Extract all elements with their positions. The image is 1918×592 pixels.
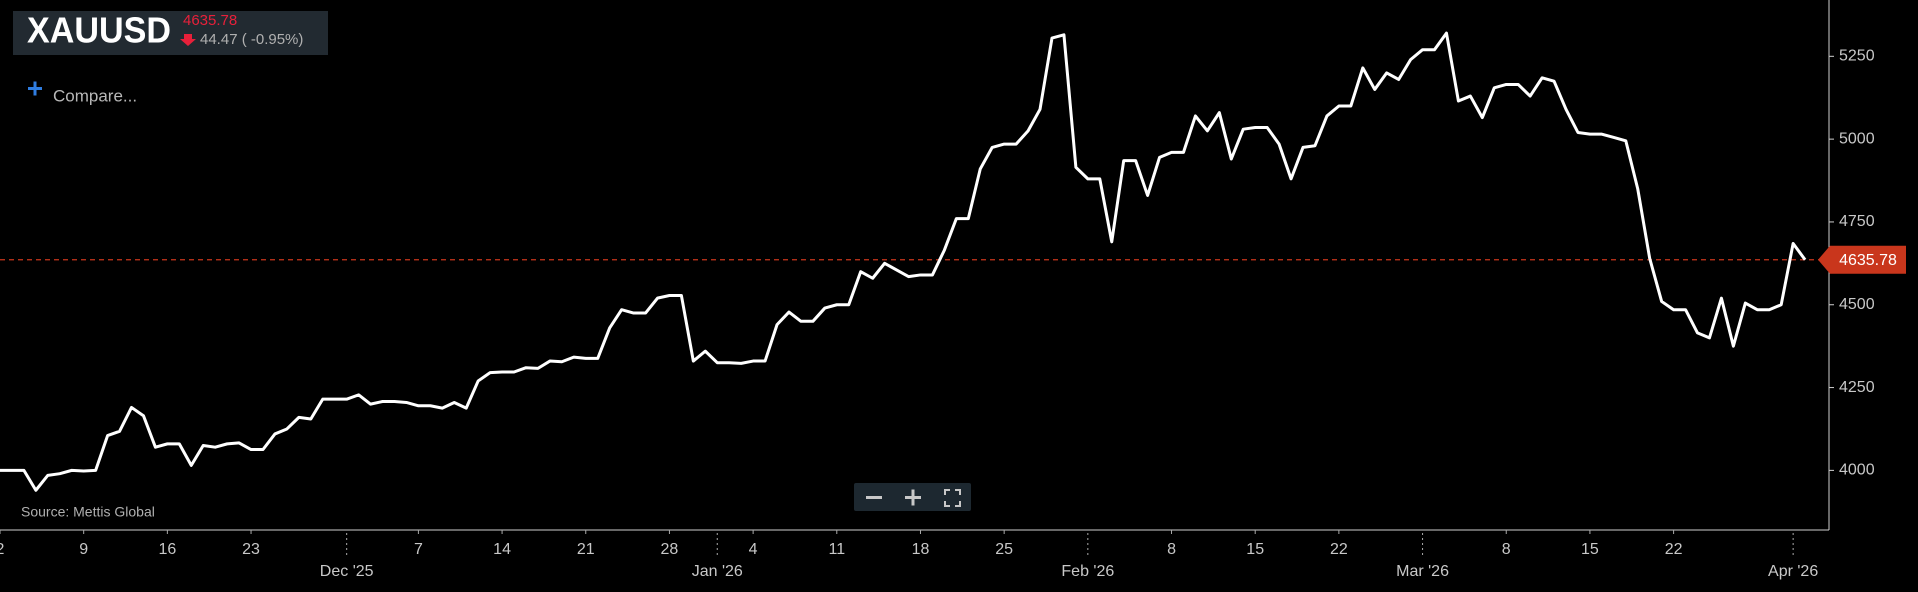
x-tick-label: 4 <box>749 541 758 558</box>
x-tick-label: 11 <box>828 541 845 558</box>
x-tick-label: 7 <box>414 541 423 558</box>
price-change: 44.47 ( -0.95%) <box>200 31 303 48</box>
x-tick-label: 16 <box>158 541 176 558</box>
fullscreen[interactable] <box>944 489 961 507</box>
x-tick-label: 23 <box>242 541 260 558</box>
y-tick-label: 4000 <box>1839 462 1875 479</box>
x-tick-label: Mar '26 <box>1396 563 1449 580</box>
zoom-in[interactable] <box>905 489 921 506</box>
zoom-out[interactable] <box>866 496 882 499</box>
x-tick-label: 9 <box>79 541 88 558</box>
x-tick-label: Feb '26 <box>1061 563 1114 580</box>
last-price-tag <box>1818 245 1906 274</box>
x-tick-label: 18 <box>912 541 930 558</box>
symbol-title: XAUUSD <box>27 10 171 51</box>
y-tick-label: 4500 <box>1839 296 1875 313</box>
last-price: 4635.78 <box>183 12 237 29</box>
zoom-controls <box>854 483 971 511</box>
x-tick-label: 21 <box>577 541 595 558</box>
x-tick-label: 8 <box>1502 541 1511 558</box>
y-tick-label: 5250 <box>1839 48 1875 65</box>
x-tick-label: 22 <box>1330 541 1348 558</box>
y-tick-label: 4250 <box>1839 379 1875 396</box>
x-tick-label: Jan '26 <box>692 563 743 580</box>
x-tick-label: 28 <box>661 541 679 558</box>
x-tick-label: Apr '26 <box>1768 563 1818 580</box>
last-price-label: 4635.78 <box>1839 252 1897 269</box>
x-tick-label: 14 <box>493 541 511 558</box>
x-tick-label: 2 <box>0 541 5 558</box>
price-line <box>0 31 1807 492</box>
y-tick-label: 5000 <box>1839 130 1875 147</box>
compare-button[interactable]: Compare... <box>28 81 137 106</box>
source: Source: Mettis Global <box>21 504 155 520</box>
y-tick-label: 4750 <box>1839 213 1875 230</box>
plus-v <box>33 81 37 96</box>
compare-label[interactable]: Compare... <box>53 86 137 105</box>
x-tick-label: 22 <box>1665 541 1683 558</box>
symbol-box <box>13 11 328 55</box>
x-tick-label: 15 <box>1246 541 1264 558</box>
x-tick-label: 8 <box>1167 541 1176 558</box>
x-tick-label: 25 <box>995 541 1013 558</box>
x-tick-label: 15 <box>1581 541 1599 558</box>
zoom-in-v <box>911 489 915 506</box>
down-arrow <box>180 34 196 46</box>
x-tick-label: Dec '25 <box>320 563 374 580</box>
